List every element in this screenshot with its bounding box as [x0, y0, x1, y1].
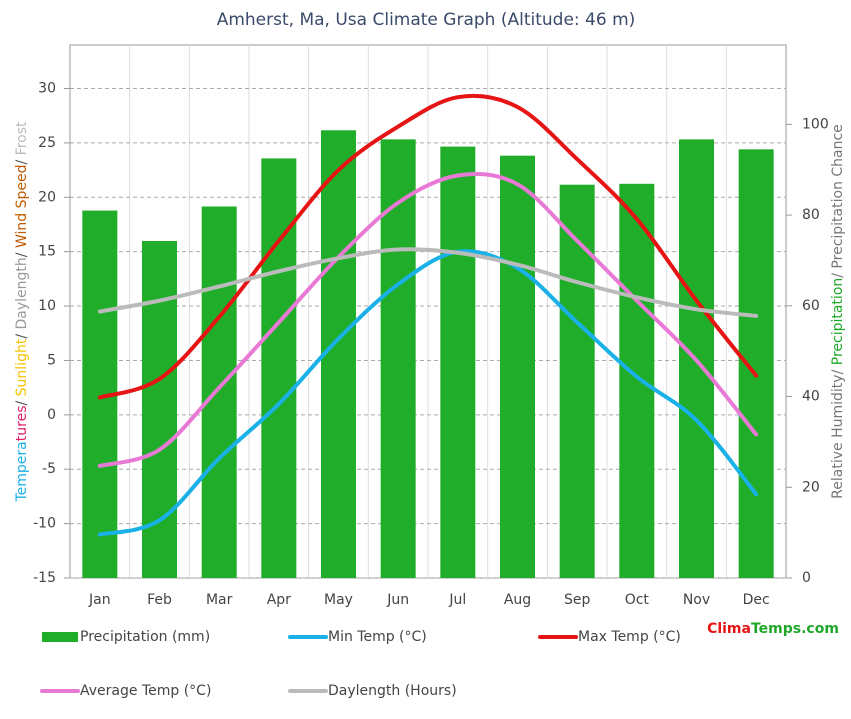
- legend-label: Average Temp (°C): [80, 683, 211, 699]
- line: [97, 93, 759, 400]
- y-tick-label: 10: [38, 298, 56, 314]
- x-tick-label: Apr: [267, 592, 291, 608]
- y-tick-label: 0: [47, 407, 56, 423]
- legend-label: Precipitation (mm): [80, 629, 210, 645]
- y-tick-label: 25: [38, 135, 56, 151]
- x-tick-label: Oct: [625, 592, 650, 608]
- y2-axis-title-part: Precipitation: [830, 278, 846, 366]
- y-axis-title-part: Tempera: [14, 441, 30, 502]
- y-axis-title-part: Wind Speed: [14, 165, 30, 249]
- bar: [321, 130, 356, 578]
- y2-tick-label: 20: [802, 479, 820, 495]
- x-tick-label: Jul: [448, 592, 466, 608]
- x-tick-label: Mar: [206, 592, 233, 608]
- y-tick-label: 5: [47, 352, 56, 368]
- y2-tick-label: 0: [802, 570, 811, 586]
- bar: [261, 158, 297, 579]
- y-axis-title-part: Frost: [14, 121, 30, 155]
- y-tick-label: -15: [33, 570, 56, 586]
- brand: ClimaTemps.com: [707, 621, 839, 637]
- x-tick-label: Feb: [147, 592, 172, 608]
- x-tick-label: Nov: [683, 592, 710, 608]
- y2-tick-label: 60: [802, 298, 820, 314]
- line: [97, 247, 759, 318]
- y-axis-title-part: /: [14, 155, 30, 164]
- x-tick-label: Jan: [88, 592, 111, 608]
- y-axis-title-part: tures: [14, 406, 30, 442]
- y2-axis-title-part: / Precipitation Chance: [830, 124, 846, 278]
- x-tick-label: Jun: [386, 592, 409, 608]
- y-axis-title-part: Sunlight: [14, 338, 30, 396]
- bar: [201, 206, 237, 578]
- line: [97, 249, 759, 537]
- y-axis-title-part: /: [14, 330, 30, 339]
- y2-axis-title-part: Relative Humidity/: [830, 365, 846, 499]
- x-tick-label: May: [324, 592, 353, 608]
- y-axis-title-part: /: [14, 396, 30, 405]
- bar: [500, 155, 535, 578]
- y2-tick-label: 100: [802, 116, 829, 132]
- bar: [440, 146, 476, 578]
- line: [97, 172, 759, 468]
- y2-tick-label: 80: [802, 207, 820, 223]
- x-tick-label: Dec: [743, 592, 770, 608]
- y-tick-label: -10: [33, 516, 56, 532]
- chart-title: Amherst, Ma, Usa Climate Graph (Altitude…: [217, 10, 636, 30]
- bar: [738, 149, 774, 578]
- y-axis-title-part: /: [14, 248, 30, 257]
- bar: [619, 183, 655, 578]
- legend-label: Min Temp (°C): [328, 629, 427, 645]
- x-tick-label: Aug: [504, 592, 531, 608]
- y-tick-label: 20: [38, 189, 56, 205]
- legend-swatch: [42, 632, 78, 642]
- bar: [559, 184, 595, 578]
- y-axis-title-part: Daylength: [14, 257, 30, 329]
- brand-part: Temps.com: [751, 621, 839, 637]
- y-tick-label: -5: [42, 461, 56, 477]
- y2-tick-label: 40: [802, 389, 820, 405]
- legend-label: Max Temp (°C): [578, 629, 681, 645]
- x-tick-label: Sep: [564, 592, 591, 608]
- y-tick-label: 30: [38, 81, 56, 97]
- y-tick-label: 15: [38, 244, 56, 260]
- y-axis-title: Temperatures/ Sunlight/ Daylength/ Wind …: [14, 121, 30, 502]
- y2-axis-title: Relative Humidity/ Precipitation/ Precip…: [830, 124, 846, 499]
- legend-label: Daylength (Hours): [328, 683, 457, 699]
- brand-part: Clima: [707, 621, 751, 637]
